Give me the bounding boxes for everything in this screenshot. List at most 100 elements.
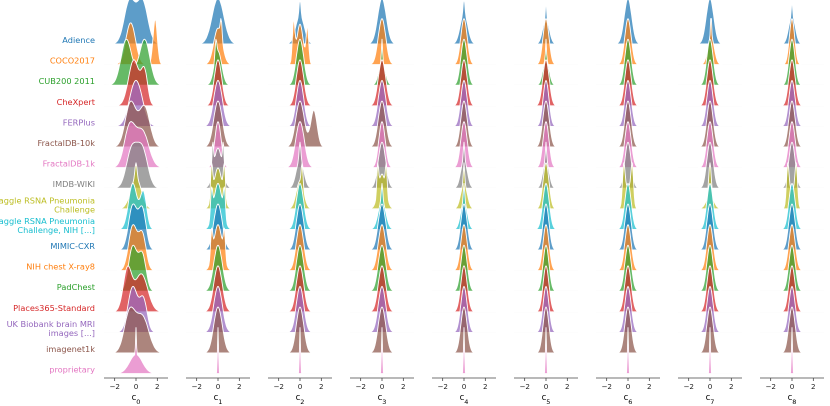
x-tick-label: −2 <box>683 382 694 391</box>
ridge-density <box>431 327 497 375</box>
x-tick-label: 0 <box>216 382 221 391</box>
dataset-label: Challenge, NIH [...] <box>17 225 95 235</box>
x-tick-label: −2 <box>109 382 120 391</box>
ridge-density <box>103 203 169 251</box>
dataset-label: UK Biobank brain MRI <box>7 319 95 329</box>
x-tick-label: 0 <box>298 382 303 391</box>
column-label: c2 <box>296 393 305 406</box>
ridge-density <box>759 327 825 375</box>
x-tick-label: −2 <box>191 382 202 391</box>
dataset-label: Adience <box>62 35 95 45</box>
x-tick-label: −2 <box>765 382 776 391</box>
x-tick-label: 0 <box>462 382 467 391</box>
x-axes: −2 0 2 c0 −2 0 2 c1 −2 0 2 c2 −2 0 2 c3 −2 0 2 c4 −2 0 2 c5 −2 0 2… <box>104 377 824 406</box>
x-tick-label: −2 <box>519 382 530 391</box>
ridge-density <box>185 0 251 45</box>
x-axis: −2 0 2 c1 <box>186 377 250 406</box>
column-label: c4 <box>460 393 469 406</box>
column-label: c7 <box>706 393 715 406</box>
ridge-density <box>513 327 579 375</box>
dataset-label: Places365-Standard <box>13 303 95 313</box>
ridge-density <box>185 141 251 189</box>
x-tick-label: 2 <box>811 382 816 391</box>
x-tick-label: 0 <box>134 382 139 391</box>
ridge-density <box>103 224 169 272</box>
dataset-label: imagenet1k <box>46 344 95 354</box>
ridge-density <box>103 100 169 148</box>
x-axis: −2 0 2 c6 <box>596 377 660 406</box>
ridge-density <box>595 141 661 189</box>
x-tick-label: 2 <box>155 382 160 391</box>
x-tick-label: 0 <box>380 382 385 391</box>
dataset-label: Kaggle RSNA Pneumonia <box>0 216 95 226</box>
x-tick-label: −2 <box>601 382 612 391</box>
column-label: c3 <box>378 393 387 406</box>
ridge-panels <box>103 0 825 375</box>
ridge-density <box>103 18 169 66</box>
dataset-label: PadChest <box>57 282 96 292</box>
x-tick-label: 2 <box>565 382 570 391</box>
x-axis: −2 0 2 c7 <box>678 377 742 406</box>
ridge-density <box>103 162 169 210</box>
ridge-density <box>185 121 251 169</box>
ridge-density <box>103 285 169 333</box>
dataset-label: Kaggle RSNA Pneumonia <box>0 195 95 205</box>
x-axis: −2 0 2 c4 <box>432 377 496 406</box>
ridge-density <box>677 0 743 45</box>
x-tick-label: 2 <box>401 382 406 391</box>
dataset-label: NIH chest X-ray8 <box>26 262 95 272</box>
x-tick-label: 2 <box>237 382 242 391</box>
x-tick-label: 2 <box>483 382 488 391</box>
dataset-labels: Adience COCO2017 CUB200 2011 CheXpert FERPlu… <box>0 35 96 375</box>
dataset-label: CheXpert <box>57 97 96 107</box>
ridge-density <box>103 182 169 230</box>
column-label: c6 <box>624 393 633 406</box>
ridge-density <box>677 327 743 375</box>
ridge-density <box>267 0 333 45</box>
x-tick-label: 0 <box>544 382 549 391</box>
ridge-density <box>349 141 415 189</box>
ridge-density <box>349 327 415 375</box>
ridge-density <box>595 327 661 375</box>
x-axis: −2 0 2 c8 <box>760 377 824 406</box>
dataset-label: CUB200 2011 <box>39 76 95 86</box>
x-tick-label: 0 <box>708 382 713 391</box>
column-label: c1 <box>214 393 223 406</box>
ridge-density <box>185 327 251 375</box>
x-tick-label: 2 <box>729 382 734 391</box>
x-tick-label: 2 <box>647 382 652 391</box>
ridge-density <box>267 141 333 189</box>
dataset-label: images [...] <box>48 328 95 338</box>
column-label: c0 <box>132 393 141 406</box>
x-tick-label: −2 <box>437 382 448 391</box>
dataset-label: FractalDB-10k <box>37 138 95 148</box>
x-axis: −2 0 2 c0 <box>104 377 168 406</box>
ridge-density <box>103 265 169 313</box>
dataset-label: IMDB-WIKI <box>53 179 95 189</box>
ridge-density <box>103 0 169 45</box>
ridge-row <box>103 327 825 375</box>
dataset-label: COCO2017 <box>50 56 95 66</box>
dataset-label: Challenge <box>54 204 95 214</box>
ridge-density <box>267 327 333 375</box>
ridge-density <box>103 244 169 292</box>
ridge-density <box>103 79 169 127</box>
ridge-density <box>185 18 251 66</box>
ridge-density <box>103 327 169 375</box>
x-tick-label: −2 <box>273 382 284 391</box>
x-tick-label: 2 <box>319 382 324 391</box>
x-axis: −2 0 2 c2 <box>268 377 332 406</box>
dataset-label: MIMIC-CXR <box>50 241 95 251</box>
x-tick-label: 0 <box>790 382 795 391</box>
x-axis: −2 0 2 c5 <box>514 377 578 406</box>
ridge-density <box>759 141 825 189</box>
dataset-label: FERPlus <box>63 117 95 127</box>
column-label: c8 <box>788 393 797 406</box>
dataset-label: proprietary <box>49 365 95 375</box>
x-tick-label: −2 <box>355 382 366 391</box>
dataset-label: FractalDB-1k <box>43 159 96 169</box>
x-tick-label: 0 <box>626 382 631 391</box>
x-axis: −2 0 2 c3 <box>350 377 414 406</box>
column-label: c5 <box>542 393 551 406</box>
